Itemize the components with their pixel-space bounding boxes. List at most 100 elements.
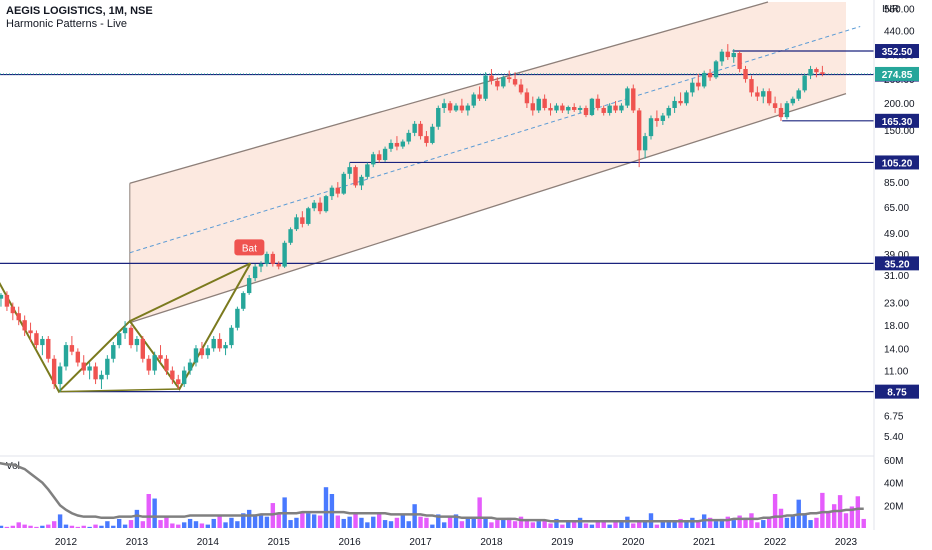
candle-body-140	[820, 72, 825, 74]
volume-bar-132	[772, 494, 778, 528]
volume-bar-92	[536, 521, 541, 528]
volume-bar-64	[371, 516, 376, 528]
volume-bar-94	[548, 523, 553, 528]
candle-body-127	[743, 69, 748, 80]
pattern-label: Bat	[242, 243, 257, 254]
candle-body-43	[246, 278, 252, 294]
candle-body-111	[648, 118, 654, 137]
volume-bar-75	[436, 514, 441, 528]
candle-body-73	[424, 136, 429, 143]
candle-body-116	[678, 100, 683, 104]
volume-bar-8	[40, 525, 45, 528]
time-axis[interactable]: 2012 2013 2014 2015 2016 2017 2018 2019 2020 2021…	[55, 537, 858, 548]
volume-bar-147	[861, 518, 866, 528]
volume-bar-33	[187, 518, 193, 528]
x-tick-5: 2017	[409, 537, 432, 548]
volume-bar-5	[22, 524, 27, 528]
candle-body-15	[81, 362, 86, 371]
level-label-5: 8.75	[887, 388, 907, 399]
volume-bar-7	[34, 526, 39, 528]
level-box-2	[875, 113, 919, 128]
level-label-2: 165.30	[882, 117, 913, 128]
y-tick-9: 39.00	[884, 250, 909, 261]
volume-bar-23	[128, 520, 134, 528]
volume-bar-40	[229, 517, 234, 528]
volume-bar-37	[211, 518, 216, 528]
volume-bar-97	[566, 521, 571, 528]
volume-bar-31	[176, 524, 181, 528]
volume-bar-96	[560, 524, 565, 528]
candle-body-66	[382, 148, 388, 161]
volume-bar-29	[164, 516, 169, 528]
candle-body-24	[134, 338, 140, 346]
volume-title: Vol	[6, 461, 20, 472]
volume-bar-127	[743, 517, 748, 528]
x-tick-9: 2021	[693, 537, 716, 548]
candle-body-88	[512, 79, 518, 85]
level-box-4	[875, 256, 919, 271]
volume-bar-121	[707, 517, 713, 528]
volume-bar-99	[577, 517, 583, 528]
level-box-3	[875, 155, 919, 170]
volume-bar-63	[365, 522, 370, 528]
candle-body-92	[536, 98, 541, 111]
volume-bar-66	[382, 520, 388, 528]
volume-bar-55	[317, 515, 323, 528]
volume-bar-134	[784, 517, 790, 528]
volume-bar-67	[388, 521, 394, 528]
volume-bar-77	[447, 516, 453, 528]
volume-bar-45	[258, 515, 264, 528]
candle-body-69	[400, 141, 406, 147]
candle-body-75	[436, 107, 441, 127]
candle-body-29	[164, 358, 169, 371]
volume-bar-109	[636, 522, 642, 528]
volume-bar-76	[441, 522, 447, 528]
volume-bar-51	[294, 517, 299, 528]
candle-body-25	[140, 338, 145, 359]
candle-body-5	[22, 320, 27, 331]
candle-body-139	[814, 69, 819, 73]
candle-body-82	[477, 94, 482, 99]
volume-bar-1	[0, 525, 4, 528]
candle-body-112	[654, 118, 660, 121]
candle-body-54	[311, 202, 317, 209]
candle-body-108	[631, 88, 636, 111]
volume-bar-53	[306, 513, 311, 528]
volume-bar-32	[181, 522, 187, 528]
y-tick-6: 85.00	[884, 178, 909, 189]
volume-bar-71	[412, 504, 417, 528]
candle-body-122	[713, 61, 719, 78]
candle-body-47	[270, 253, 276, 264]
volume-bar-22	[122, 524, 128, 528]
candle-body-63	[365, 164, 370, 177]
y-tick-16: 5.40	[884, 432, 904, 443]
volume-bar-144	[843, 513, 849, 528]
volume-bar-104	[607, 524, 612, 528]
candle-body-19	[105, 358, 110, 375]
candle-body-41	[235, 308, 240, 328]
volume-bar-87	[506, 517, 512, 528]
volume-bar-129	[755, 522, 760, 528]
candle-body-34	[193, 348, 199, 363]
volume-bar-12	[63, 524, 69, 528]
volume-bar-78	[453, 514, 459, 528]
candle-body-121	[707, 72, 713, 78]
volume-bar-82	[477, 497, 482, 528]
candle-body-123	[719, 51, 725, 62]
candle-body-86	[501, 77, 506, 87]
candle-body-117	[684, 92, 689, 104]
volume-bar-88	[512, 521, 518, 528]
volume-bar-123	[719, 518, 725, 528]
volume-bar-124	[725, 516, 731, 528]
candle-body-48	[276, 263, 281, 267]
candle-body-2	[4, 294, 10, 307]
volume-bar-101	[589, 524, 595, 528]
candle-body-49	[282, 242, 287, 267]
y-tick-15: 6.75	[884, 412, 904, 423]
vol-tick-0: 60M	[884, 456, 903, 467]
candle-body-133	[778, 107, 784, 118]
candle-body-1	[0, 294, 4, 299]
pattern-xb-line	[129, 262, 251, 323]
candle-body-35	[199, 348, 205, 356]
